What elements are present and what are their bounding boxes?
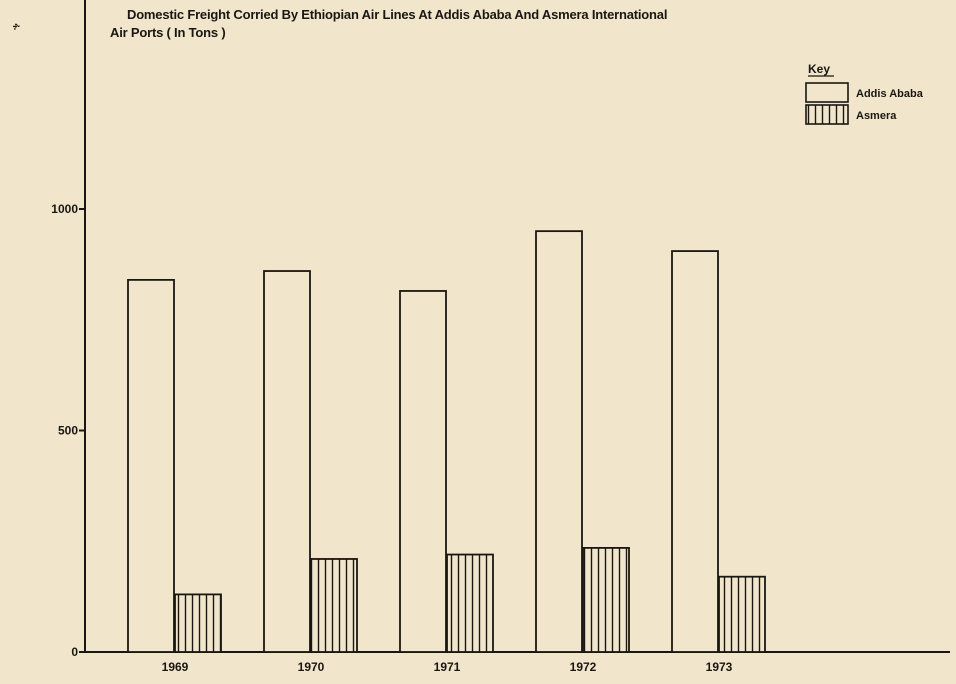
x-tick-label: 1971 [434, 660, 461, 674]
legend-swatch-addis-ababa [805, 82, 849, 103]
y-tick-label: 1000 [51, 202, 78, 216]
legend-title: Key [808, 62, 830, 76]
legend-swatch-asmera [805, 104, 849, 125]
bar-addis-ababa-1972 [535, 230, 583, 653]
bar-addis-ababa-1973 [671, 250, 719, 653]
chart-title: Domestic Freight Corried By Ethiopian Ai… [127, 7, 668, 22]
x-tick-label: 1973 [706, 660, 733, 674]
bar-addis-ababa-1969 [127, 278, 175, 653]
bar-asmera-1971 [446, 553, 494, 653]
chart-subtitle: Air Ports ( In Tons ) [110, 25, 226, 40]
x-tick-label: 1969 [162, 660, 189, 674]
bar-asmera-1969 [174, 593, 222, 653]
bar-addis-ababa-1971 [399, 290, 447, 653]
y-tick-label: 0 [71, 645, 78, 659]
y-tick-label: 500 [58, 424, 78, 438]
bar-addis-ababa-1970 [263, 270, 311, 653]
x-tick-label: 1972 [570, 660, 597, 674]
legend-label: Asmera [856, 110, 897, 122]
bar-asmera-1972 [582, 546, 630, 653]
bar-asmera-1970 [310, 558, 358, 653]
legend-label: Addis Ababa [856, 88, 924, 100]
bar-asmera-1973 [718, 575, 766, 653]
x-tick-label: 1970 [298, 660, 325, 674]
